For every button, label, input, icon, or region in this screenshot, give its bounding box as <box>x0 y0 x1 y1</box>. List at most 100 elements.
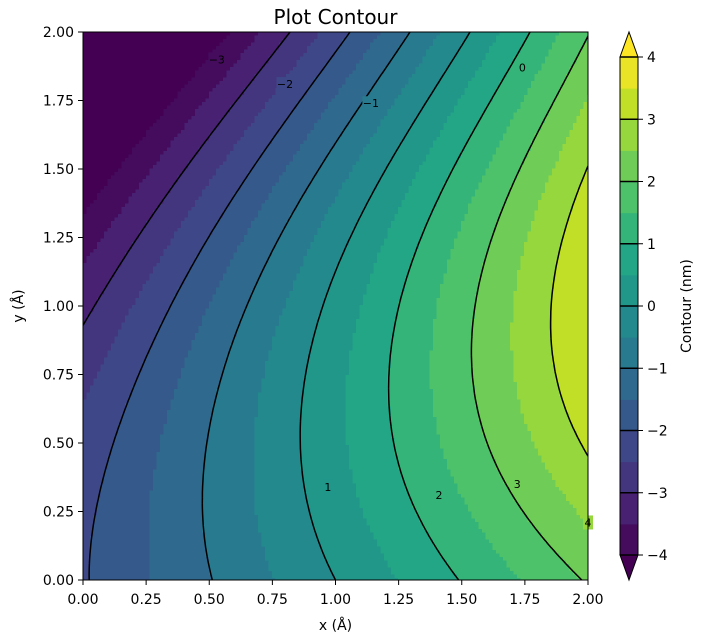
contour-cell <box>97 364 102 369</box>
contour-cell <box>104 518 109 523</box>
contour-cell <box>125 207 130 212</box>
contour-cell <box>125 238 130 243</box>
contour-cell <box>135 147 140 152</box>
contour-cell <box>111 487 116 492</box>
contour-cell <box>104 74 109 79</box>
contour-cell <box>177 116 182 121</box>
contour-cell <box>163 112 168 117</box>
contour-cell <box>149 385 154 390</box>
contour-cell <box>146 165 151 170</box>
contour-cell <box>104 126 109 131</box>
contour-cell <box>128 105 133 110</box>
contour-cell <box>177 497 182 502</box>
contour-cell <box>170 392 175 397</box>
contour-cell <box>90 217 95 222</box>
contour-cell <box>121 147 126 152</box>
contour-cell <box>135 382 140 387</box>
contour-cell <box>121 494 126 499</box>
contour-cell <box>174 137 179 142</box>
contour-cell <box>142 56 147 61</box>
contour-cell <box>135 445 140 450</box>
contour-cell <box>156 319 161 324</box>
contour-cell <box>156 88 161 93</box>
contour-cell <box>184 539 189 544</box>
contour-cell <box>184 186 189 191</box>
contour-cell <box>128 480 133 485</box>
contour-cell <box>149 154 154 159</box>
contour-cell <box>177 144 182 149</box>
contour-cell <box>83 574 88 579</box>
contour-cell <box>107 487 112 492</box>
contour-cell <box>174 333 179 338</box>
contour-cell <box>121 459 126 464</box>
contour-cell <box>174 448 179 453</box>
contour-cell <box>177 133 182 138</box>
contour-cell <box>177 70 182 75</box>
contour-cell <box>181 504 186 509</box>
contour-cell <box>184 84 189 89</box>
contour-cell <box>188 476 193 481</box>
contour-cell <box>188 560 193 565</box>
contour-cell <box>104 95 109 100</box>
contour-cell <box>86 557 91 562</box>
contour-cell <box>135 305 140 310</box>
contour-cell <box>132 445 137 450</box>
contour-cell <box>142 287 147 292</box>
contour-cell <box>135 343 140 348</box>
contour-cell <box>142 347 147 352</box>
contour-cell <box>135 564 140 569</box>
contour-cell <box>188 567 193 572</box>
contour-cell <box>160 445 165 450</box>
contour-cell <box>139 543 144 548</box>
contour-cell <box>125 256 130 261</box>
contour-cell <box>111 259 116 264</box>
contour-cell <box>160 560 165 565</box>
contour-cell <box>93 452 98 457</box>
contour-cell <box>135 413 140 418</box>
contour-cell <box>135 70 140 75</box>
contour-cell <box>121 81 126 86</box>
contour-cell <box>128 406 133 411</box>
contour-cell <box>184 361 189 366</box>
contour-cell <box>121 172 126 177</box>
contour-cell <box>128 130 133 135</box>
contour-cell <box>139 158 144 163</box>
contour-cell <box>100 203 105 208</box>
contour-cell <box>146 445 151 450</box>
contour-cell <box>167 182 172 187</box>
contour-cell <box>188 158 193 163</box>
contour-cell <box>149 294 154 299</box>
contour-cell <box>111 322 116 327</box>
contour-cell <box>170 483 175 488</box>
contour-cell <box>114 39 119 44</box>
contour-cell <box>107 305 112 310</box>
contour-cell <box>149 221 154 226</box>
contour-cell <box>146 382 151 387</box>
contour-cell <box>142 532 147 537</box>
contour-cell <box>114 277 119 282</box>
contour-cell <box>114 109 119 114</box>
contour-cell <box>104 305 109 310</box>
contour-cell <box>93 91 98 96</box>
contour-cell <box>97 168 102 173</box>
contour-cell <box>86 60 91 65</box>
contour-cell <box>156 84 161 89</box>
contour-cell <box>156 518 161 523</box>
contour-cell <box>114 389 119 394</box>
contour-cell <box>135 116 140 121</box>
contour-cell <box>128 280 133 285</box>
contour-cell <box>177 81 182 86</box>
contour-cell <box>163 368 168 373</box>
contour-cell <box>100 333 105 338</box>
contour-cell <box>90 508 95 513</box>
contour-cell <box>104 532 109 537</box>
contour-cell <box>93 336 98 341</box>
contour-cell <box>135 406 140 411</box>
contour-cell <box>139 147 144 152</box>
contour-cell <box>125 494 130 499</box>
contour-cell <box>128 466 133 471</box>
contour-cell <box>188 151 193 156</box>
contour-cell <box>181 350 186 355</box>
contour-cell <box>125 371 130 376</box>
contour-cell <box>160 364 165 369</box>
